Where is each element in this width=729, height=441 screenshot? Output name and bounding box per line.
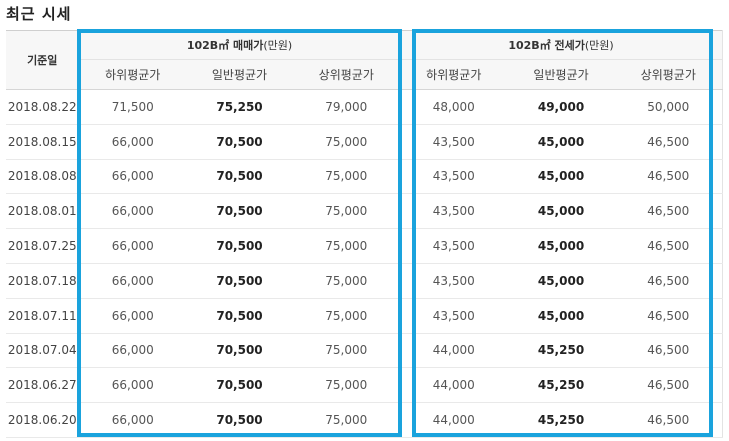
date-cell: 2018.07.18 [6, 263, 80, 299]
lease-low-cell: 44,000 [400, 402, 508, 438]
table-row: 2018.07.11 66,000 70,500 75,000 43,500 4… [6, 298, 723, 334]
sale-mid-cell: 75,250 [186, 89, 293, 125]
lease-high-cell: 46,500 [615, 298, 723, 334]
date-cell: 2018.07.11 [6, 298, 80, 334]
sale-high-header: 상위평균가 [293, 59, 401, 90]
lease-mid-cell: 45,000 [507, 159, 616, 195]
lease-mid-header: 일반평균가 [507, 59, 616, 90]
section-title: 최근 시세 [6, 5, 72, 23]
price-table: 기준일 102B㎡ 매매가(만원) 102B㎡ 전세가(만원) 하위평균가 일반… [6, 30, 723, 438]
table-row: 2018.08.15 66,000 70,500 75,000 43,500 4… [6, 124, 723, 160]
sale-low-cell: 66,000 [79, 333, 186, 369]
table-row: 2018.08.08 66,000 70,500 75,000 43,500 4… [6, 159, 723, 195]
date-cell: 2018.08.01 [6, 193, 80, 230]
lease-mid-cell: 45,250 [507, 333, 616, 369]
lease-high-cell: 46,500 [615, 159, 723, 195]
lease-high-header: 상위평균가 [615, 59, 723, 90]
sale-high-cell: 75,000 [293, 228, 401, 264]
sale-mid-cell: 70,500 [186, 333, 293, 369]
sale-low-cell: 66,000 [79, 193, 186, 230]
sale-low-cell: 66,000 [79, 298, 186, 334]
date-column-header: 기준일 [6, 30, 80, 90]
table-row: 2018.07.04 66,000 70,500 75,000 44,000 4… [6, 333, 723, 369]
sale-high-cell: 75,000 [293, 263, 401, 299]
sale-group-label: 102B㎡ 매매가 [186, 39, 264, 52]
sale-mid-cell: 70,500 [186, 193, 293, 230]
table-row: 2018.06.27 66,000 70,500 75,000 44,000 4… [6, 367, 723, 404]
date-cell: 2018.06.27 [6, 367, 80, 404]
sale-mid-cell: 70,500 [186, 228, 293, 264]
sale-group-unit: (만원) [263, 39, 293, 52]
sale-low-cell: 66,000 [79, 159, 186, 195]
date-cell: 2018.08.08 [6, 159, 80, 195]
lease-low-cell: 43,500 [400, 263, 508, 299]
lease-group-unit: (만원) [584, 39, 614, 52]
sale-high-cell: 75,000 [293, 298, 401, 334]
lease-low-cell: 44,000 [400, 333, 508, 369]
lease-high-cell: 46,500 [615, 333, 723, 369]
sale-mid-cell: 70,500 [186, 124, 293, 160]
lease-price-highlight-box [412, 29, 713, 437]
table-row: 2018.07.25 66,000 70,500 75,000 43,500 4… [6, 228, 723, 264]
sale-mid-cell: 70,500 [186, 263, 293, 299]
sale-mid-cell: 70,500 [186, 298, 293, 334]
lease-high-cell: 46,500 [615, 124, 723, 160]
sale-high-cell: 75,000 [293, 124, 401, 160]
lease-mid-cell: 45,000 [507, 193, 616, 230]
lease-high-cell: 46,500 [615, 367, 723, 404]
lease-high-cell: 50,000 [615, 89, 723, 125]
sale-low-cell: 66,000 [79, 124, 186, 160]
lease-low-cell: 48,000 [400, 89, 508, 125]
sale-low-cell: 66,000 [79, 367, 186, 404]
date-cell: 2018.07.04 [6, 333, 80, 369]
sale-high-cell: 75,000 [293, 193, 401, 230]
sale-low-cell: 66,000 [79, 402, 186, 438]
sale-price-group-header: 102B㎡ 매매가(만원) [79, 30, 401, 60]
sale-low-header: 하위평균가 [79, 59, 186, 90]
date-cell: 2018.08.22 [6, 89, 80, 125]
lease-low-cell: 43,500 [400, 193, 508, 230]
lease-low-cell: 43,500 [400, 159, 508, 195]
lease-low-cell: 43,500 [400, 124, 508, 160]
lease-mid-cell: 45,000 [507, 124, 616, 160]
lease-high-cell: 46,500 [615, 228, 723, 264]
sale-low-cell: 66,000 [79, 228, 186, 264]
sale-high-cell: 75,000 [293, 333, 401, 369]
lease-low-header: 하위평균가 [400, 59, 508, 90]
table-row: 2018.07.18 66,000 70,500 75,000 43,500 4… [6, 263, 723, 299]
lease-mid-cell: 45,250 [507, 367, 616, 404]
sale-mid-header: 일반평균가 [186, 59, 293, 90]
table-row: 2018.08.22 71,500 75,250 79,000 48,000 4… [6, 89, 723, 125]
sale-price-highlight-box [77, 29, 402, 437]
lease-low-cell: 44,000 [400, 367, 508, 404]
sale-low-cell: 66,000 [79, 263, 186, 299]
lease-group-label: 102B㎡ 전세가 [508, 39, 585, 52]
lease-high-cell: 46,500 [615, 402, 723, 438]
lease-mid-cell: 45,000 [507, 263, 616, 299]
sale-mid-cell: 70,500 [186, 159, 293, 195]
date-cell: 2018.07.25 [6, 228, 80, 264]
sale-high-cell: 75,000 [293, 159, 401, 195]
lease-mid-cell: 45,000 [507, 228, 616, 264]
lease-low-cell: 43,500 [400, 228, 508, 264]
table-header: 기준일 102B㎡ 매매가(만원) 102B㎡ 전세가(만원) 하위평균가 일반… [6, 30, 723, 90]
lease-high-cell: 46,500 [615, 263, 723, 299]
lease-high-cell: 46,500 [615, 193, 723, 230]
sale-low-cell: 71,500 [79, 89, 186, 125]
sale-mid-cell: 70,500 [186, 367, 293, 404]
sale-high-cell: 75,000 [293, 367, 401, 404]
lease-low-cell: 43,500 [400, 298, 508, 334]
date-cell: 2018.06.20 [6, 402, 80, 438]
table-row: 2018.08.01 66,000 70,500 75,000 43,500 4… [6, 193, 723, 230]
lease-mid-cell: 49,000 [507, 89, 616, 125]
date-cell: 2018.08.15 [6, 124, 80, 160]
lease-mid-cell: 45,000 [507, 298, 616, 334]
